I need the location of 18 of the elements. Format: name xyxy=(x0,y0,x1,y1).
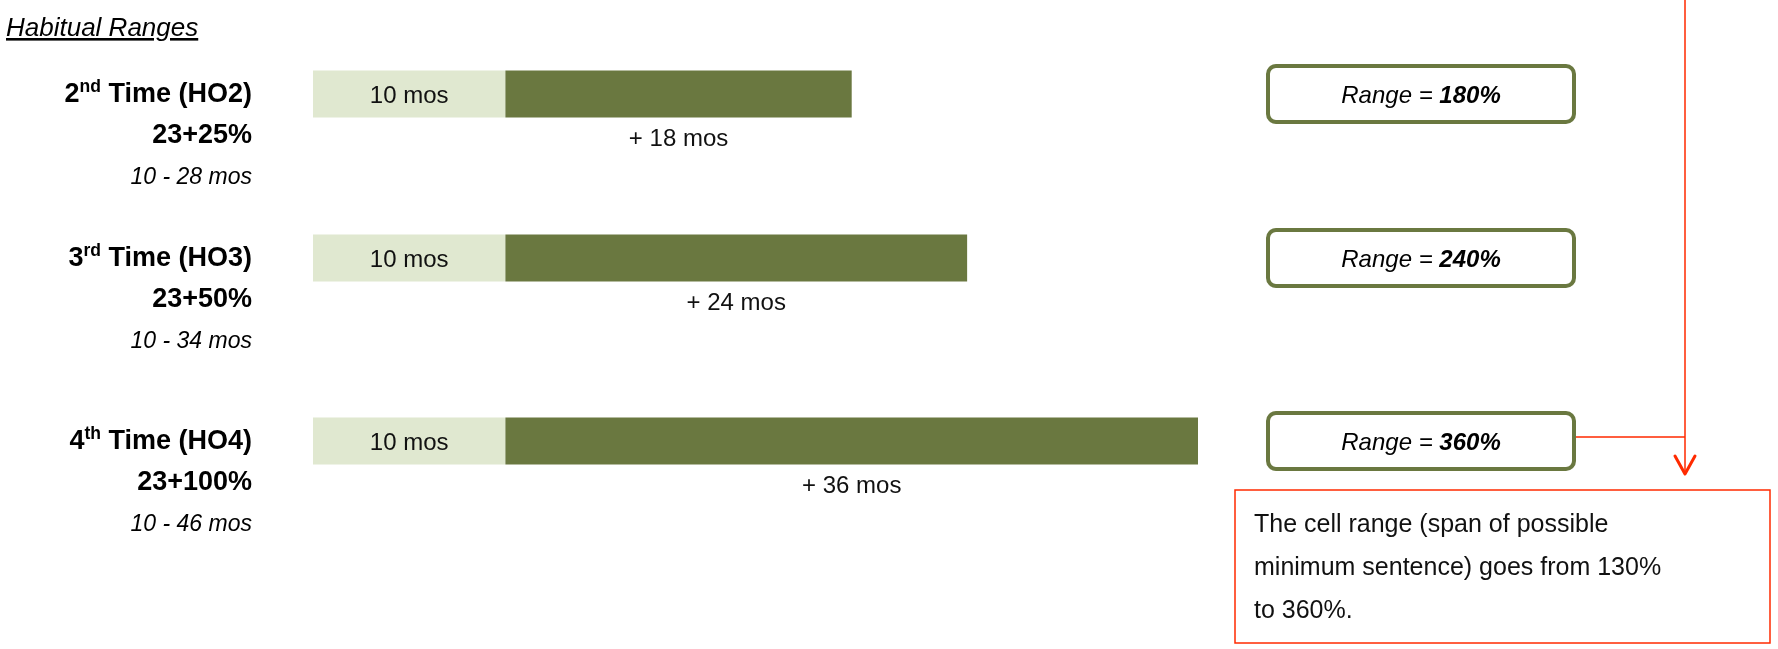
bar xyxy=(505,417,1198,465)
data-label: + 18 mos xyxy=(628,123,729,151)
text: Habitual Ranges xyxy=(6,12,199,42)
data-label: 10 mos xyxy=(369,245,449,272)
text: The cell range (span of possible minimum sentence) goes from 130% to 360%. xyxy=(1254,509,1662,623)
text: Range = 240% xyxy=(1341,245,1501,272)
y-tick-label: 4$^{th}$ Time (HO4) 23+100% 10 - 46 mos xyxy=(69,423,253,536)
data-label: 10 mos xyxy=(369,428,449,455)
text: Range = 360% xyxy=(1341,428,1501,455)
data-label: 10 mos xyxy=(369,81,449,108)
data-label: + 24 mos xyxy=(686,287,786,315)
bar xyxy=(313,417,506,465)
bar xyxy=(313,70,506,118)
bar xyxy=(505,70,852,118)
y-tick-label: 2$^{nd}$ Time (HO2) 23+25% 10 - 28 mos xyxy=(64,76,253,189)
y-tick-label: 3$^{rd}$ Time (HO3) 23+50% 10 - 34 mos xyxy=(68,240,253,353)
data-label: + 36 mos xyxy=(802,470,902,498)
text: Range = 180% xyxy=(1341,81,1501,108)
